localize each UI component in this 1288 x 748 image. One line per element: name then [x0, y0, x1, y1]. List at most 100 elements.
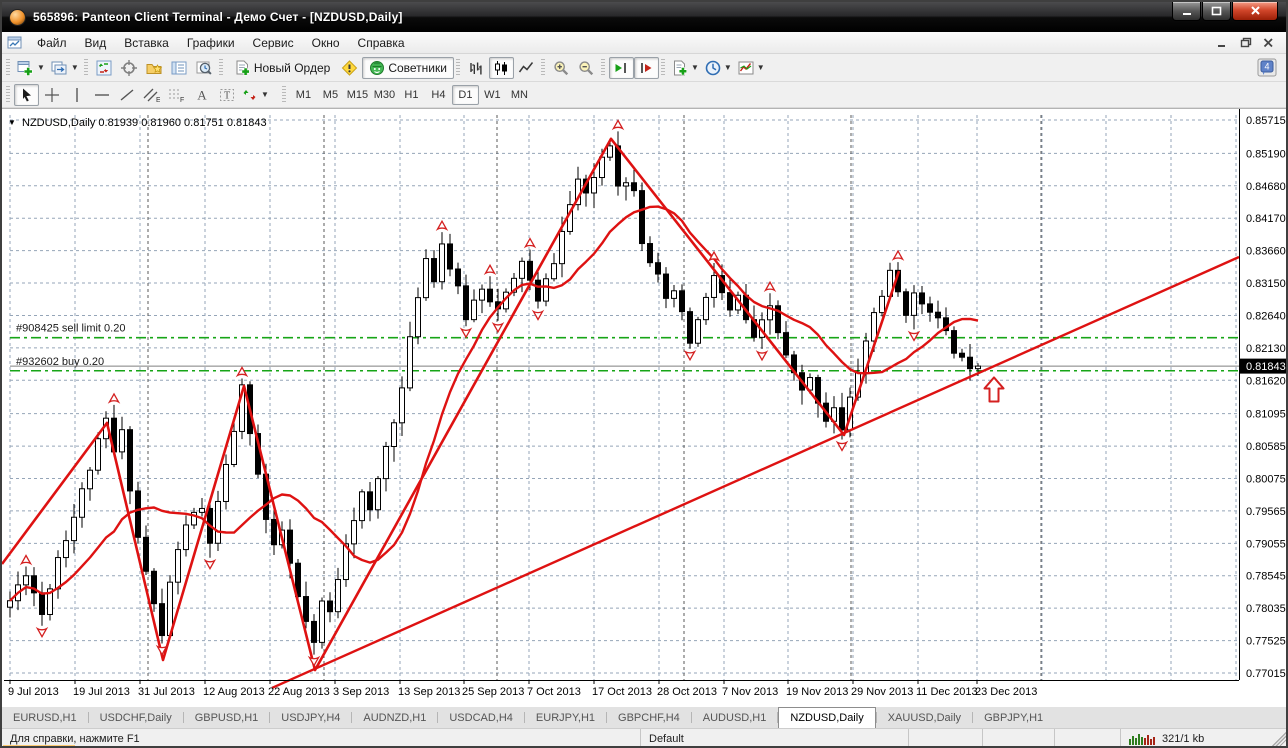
toolbar-grip[interactable] [600, 58, 605, 77]
terminal-button[interactable] [167, 57, 192, 79]
autoscroll-button[interactable] [608, 56, 634, 79]
chart-tab-USDCAD,H4[interactable]: USDCAD,H4 [449, 711, 513, 724]
profiles-button[interactable]: ▼ [48, 57, 82, 79]
trendline-tool-icon [119, 87, 135, 103]
metaeditor-icon [341, 59, 358, 76]
svg-text:#932602 buy 0.20: #932602 buy 0.20 [16, 356, 104, 368]
market-watch-button[interactable] [92, 57, 117, 79]
cursor-button[interactable] [14, 83, 39, 106]
chart-tab-EURUSD,H1[interactable]: EURUSD,H1 [13, 711, 77, 724]
text-tool-button[interactable]: A [189, 84, 214, 106]
menu-Сервис[interactable]: Сервис [252, 35, 294, 50]
status-profile[interactable]: Default [641, 729, 909, 746]
bar-chart-button[interactable] [464, 57, 489, 79]
mdi-minimize-button[interactable] [1213, 35, 1232, 51]
chart-tab-GBPUSD,H1[interactable]: GBPUSD,H1 [194, 711, 259, 724]
svg-text:3 Sep 2013: 3 Sep 2013 [333, 686, 389, 698]
svg-text:22 Aug 2013: 22 Aug 2013 [268, 686, 330, 698]
crosshair-tool-button[interactable] [39, 84, 64, 106]
svg-text:0.85190: 0.85190 [1246, 148, 1286, 160]
new-chart-button[interactable]: ▼ [14, 57, 48, 79]
chart-tab-XAUUSD,Daily[interactable]: XAUUSD,Daily [887, 711, 962, 724]
main-toolbar: ▼ ▼ Новый Ордер Советники ▼ ▼ ▼ 4 [2, 54, 1286, 82]
close-button[interactable] [1232, 2, 1278, 21]
data-window-button[interactable] [117, 57, 142, 79]
trendline-tool-button[interactable] [114, 84, 139, 106]
chart-tab-AUDNZD,H1[interactable]: AUDNZD,H1 [363, 711, 427, 724]
svg-text:17 Oct 2013: 17 Oct 2013 [592, 686, 652, 698]
menu-Справка[interactable]: Справка [357, 35, 405, 50]
chart-tab-EURJPY,H1[interactable]: EURJPY,H1 [535, 711, 596, 724]
svg-text:19 Jul 2013: 19 Jul 2013 [73, 686, 130, 698]
drawing-toolbar: E F A T ▼ M1 M5 M15 M30 H1 H4 D1 W1 MN [2, 82, 1286, 108]
arrows-tool-button[interactable]: ▼ [239, 84, 272, 106]
fibo-tool-button[interactable]: F [164, 84, 189, 106]
big-up-arrow [983, 376, 1005, 403]
menu-Окно[interactable]: Окно [311, 35, 340, 50]
resize-grip[interactable] [1269, 729, 1286, 746]
mdi-close-button[interactable] [1259, 35, 1278, 51]
new-order-button[interactable]: Новый Ордер [227, 57, 337, 79]
menu-Графики[interactable]: Графики [186, 35, 235, 50]
tab-separator [269, 712, 271, 723]
minimize-button[interactable] [1172, 2, 1201, 21]
menu-Вид[interactable]: Вид [84, 35, 107, 50]
timeframe-D1[interactable]: D1 [451, 84, 479, 105]
symbol-info-line: ▼ NZDUSD,Daily 0.81939 0.81960 0.81751 0.… [8, 117, 267, 129]
tab-separator [875, 712, 877, 723]
chart-shift-button[interactable] [633, 56, 659, 79]
tester-button[interactable] [192, 57, 217, 79]
toolbar-grip[interactable] [455, 58, 460, 77]
metaeditor-button[interactable] [337, 57, 362, 79]
notifications-button[interactable]: 4 [1254, 57, 1280, 79]
periods-button[interactable]: ▼ [702, 57, 735, 79]
zoom-out-button[interactable] [574, 57, 599, 79]
chevron-down-icon: ▼ [37, 62, 45, 72]
chart-tab-GBPJPY,H1[interactable]: GBPJPY,H1 [984, 711, 1044, 724]
channel-tool-button[interactable]: E [139, 84, 164, 106]
experts-button[interactable]: Советники [362, 56, 454, 79]
toolbar-grip[interactable] [6, 58, 10, 77]
price-chart[interactable]: #908425 sell limit 0.20 #932602 buy 0.20 0… [2, 109, 1288, 707]
timeframe-M5[interactable]: M5 [322, 88, 339, 101]
bar-chart-icon [468, 60, 484, 76]
tab-separator [437, 712, 439, 723]
timeframe-H4[interactable]: H4 [431, 88, 446, 101]
vline-tool-button[interactable] [64, 84, 89, 106]
toolbar-grip[interactable] [660, 58, 665, 77]
toolbar-grip[interactable] [281, 85, 286, 104]
mdi-restore-button[interactable] [1236, 35, 1255, 51]
toolbar-grip[interactable] [6, 85, 10, 104]
timeframe-M15[interactable]: M15 [346, 88, 369, 101]
menu-Вставка[interactable]: Вставка [124, 35, 169, 50]
chart-tab-AUDUSD,H1[interactable]: AUDUSD,H1 [702, 711, 767, 724]
timeframe-M30[interactable]: M30 [373, 88, 396, 101]
indicators-button[interactable]: ▼ [669, 57, 702, 79]
status-empty-cell [1055, 729, 1121, 746]
chart-tab-GBPCHF,H4[interactable]: GBPCHF,H4 [618, 711, 680, 724]
menu-Файл[interactable]: Файл [37, 35, 67, 50]
svg-text:0.78545: 0.78545 [1246, 571, 1286, 583]
templates-button[interactable]: ▼ [735, 57, 768, 79]
timeframe-H1[interactable]: H1 [404, 88, 419, 101]
hline-tool-button[interactable] [89, 84, 114, 106]
toolbar-grip[interactable] [83, 58, 88, 77]
candle-chart-button[interactable] [488, 56, 514, 79]
timeframe-W1[interactable]: W1 [484, 88, 501, 101]
toolbar-grip[interactable] [540, 58, 545, 77]
crosshair-tool-icon [44, 87, 60, 103]
toolbar-grip[interactable] [218, 58, 223, 77]
timeframe-MN[interactable]: MN [510, 88, 528, 101]
svg-text:F: F [180, 97, 184, 103]
maximize-button[interactable] [1202, 2, 1231, 21]
hline-tool-icon [94, 87, 110, 103]
line-chart-button[interactable] [514, 57, 539, 79]
chart-tab-NZDUSD,Daily[interactable]: NZDUSD,Daily [778, 707, 876, 728]
timeframe-M1[interactable]: M1 [295, 88, 312, 101]
zoom-in-button[interactable] [549, 57, 574, 79]
svg-text:0.77015: 0.77015 [1246, 668, 1286, 680]
navigator-button[interactable] [142, 57, 167, 79]
chart-tab-USDJPY,H4[interactable]: USDJPY,H4 [281, 711, 341, 724]
label-tool-button[interactable]: T [214, 84, 239, 106]
chart-tab-USDCHF,Daily[interactable]: USDCHF,Daily [99, 711, 172, 724]
